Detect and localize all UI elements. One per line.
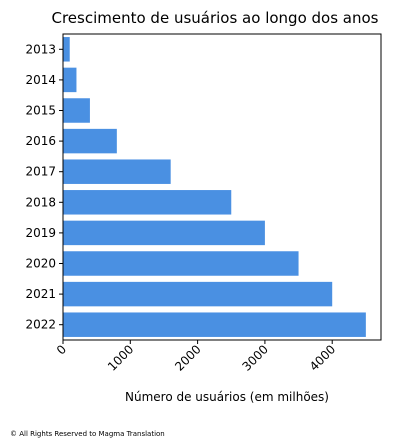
bar-2017 xyxy=(63,159,171,184)
y-tick-label: 2016 xyxy=(25,134,56,148)
y-tick-label: 2021 xyxy=(25,287,56,301)
bar-2019 xyxy=(63,220,265,246)
bar-2022 xyxy=(63,312,366,337)
y-tick-label: 2022 xyxy=(25,318,56,332)
x-tick-label: 2000 xyxy=(172,342,203,373)
bar-group xyxy=(63,37,366,337)
y-axis: 2013 2014 2015 2016 2017 2018 2019 2020 2021 2022 xyxy=(25,42,63,332)
y-tick-label: 2013 xyxy=(25,42,56,56)
bar-2014 xyxy=(63,67,77,93)
y-tick-label: 2014 xyxy=(25,73,56,87)
x-axis-label: Número de usuários (em milhões) xyxy=(125,390,329,404)
x-tick-label: 1000 xyxy=(105,342,136,373)
plot-frame xyxy=(62,33,382,341)
x-tick-label: 0 xyxy=(54,342,69,357)
bar-2015 xyxy=(63,98,90,123)
y-tick-label: 2018 xyxy=(25,195,56,209)
bar-2020 xyxy=(63,251,299,276)
bar-2021 xyxy=(63,281,333,307)
x-axis: 0 1000 2000 3000 4000 xyxy=(54,340,338,374)
bar-2018 xyxy=(63,190,232,215)
x-tick-label: 4000 xyxy=(307,342,338,373)
x-tick-label: 3000 xyxy=(240,342,271,373)
chart-title: Crescimento de usuários ao longo dos ano… xyxy=(51,9,378,27)
y-tick-label: 2015 xyxy=(25,104,56,118)
y-tick-label: 2017 xyxy=(25,165,56,179)
y-tick-label: 2019 xyxy=(25,226,56,240)
bar-2013 xyxy=(63,37,70,62)
y-tick-label: 2020 xyxy=(25,257,56,271)
bar-2016 xyxy=(63,128,117,154)
copyright-footer: © All Rights Reserved to Magma Translati… xyxy=(10,430,165,438)
